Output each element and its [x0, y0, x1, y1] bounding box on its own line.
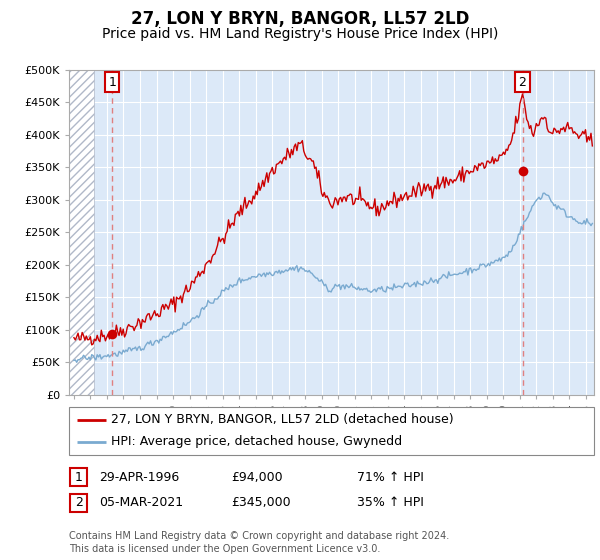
- Bar: [69, 70, 94, 395]
- Text: Price paid vs. HM Land Registry's House Price Index (HPI): Price paid vs. HM Land Registry's House …: [102, 27, 498, 41]
- Text: 29-APR-1996: 29-APR-1996: [99, 470, 179, 484]
- Text: 1: 1: [74, 470, 83, 484]
- Text: £345,000: £345,000: [231, 496, 290, 510]
- Text: 2: 2: [518, 76, 526, 88]
- Text: 2: 2: [74, 496, 83, 510]
- Text: £94,000: £94,000: [231, 470, 283, 484]
- Text: 35% ↑ HPI: 35% ↑ HPI: [357, 496, 424, 510]
- Text: 1: 1: [109, 76, 116, 88]
- FancyBboxPatch shape: [69, 407, 594, 455]
- Text: 27, LON Y BRYN, BANGOR, LL57 2LD (detached house): 27, LON Y BRYN, BANGOR, LL57 2LD (detach…: [111, 413, 454, 427]
- Text: HPI: Average price, detached house, Gwynedd: HPI: Average price, detached house, Gwyn…: [111, 435, 402, 449]
- Text: 27, LON Y BRYN, BANGOR, LL57 2LD: 27, LON Y BRYN, BANGOR, LL57 2LD: [131, 10, 469, 28]
- Text: 05-MAR-2021: 05-MAR-2021: [99, 496, 183, 510]
- Text: 71% ↑ HPI: 71% ↑ HPI: [357, 470, 424, 484]
- Text: Contains HM Land Registry data © Crown copyright and database right 2024.
This d: Contains HM Land Registry data © Crown c…: [69, 531, 449, 554]
- FancyBboxPatch shape: [70, 468, 87, 486]
- FancyBboxPatch shape: [70, 494, 87, 512]
